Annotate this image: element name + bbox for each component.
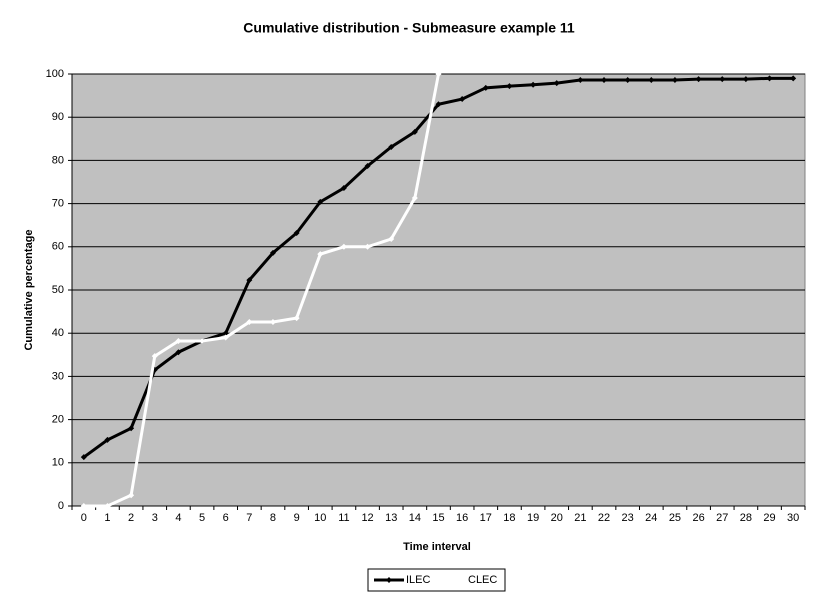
x-tick-label: 8 (270, 512, 276, 524)
data-point (671, 77, 678, 84)
x-tick-label: 20 (551, 512, 563, 524)
x-tick-label: 6 (223, 512, 229, 524)
data-point (199, 337, 206, 344)
data-point (340, 243, 347, 250)
y-tick-label: 80 (52, 154, 64, 166)
data-point (742, 76, 749, 83)
x-tick-label: 16 (456, 512, 468, 524)
data-point (388, 144, 395, 151)
y-axis-label: Cumulative percentage (23, 229, 35, 350)
data-point (506, 83, 513, 90)
x-tick-label: 5 (199, 512, 205, 524)
data-point (246, 277, 253, 284)
y-tick-label: 60 (52, 241, 64, 253)
y-tick-label: 50 (52, 284, 64, 296)
data-point (695, 76, 702, 83)
data-point (222, 330, 229, 337)
data-point (151, 353, 158, 360)
data-point (411, 194, 418, 201)
data-point (246, 318, 253, 325)
x-tick-label: 13 (385, 512, 397, 524)
x-tick-label: 3 (152, 512, 158, 524)
x-tick-label: 29 (763, 512, 775, 524)
x-tick-label: 9 (294, 512, 300, 524)
x-tick-label: 10 (314, 512, 326, 524)
data-point (104, 503, 111, 509)
data-point (388, 236, 395, 243)
y-tick-label: 70 (52, 198, 64, 210)
y-tick-label: 90 (52, 111, 64, 123)
y-tick-label: 100 (46, 68, 64, 80)
data-point (601, 77, 608, 84)
data-point (317, 198, 324, 205)
data-point (175, 349, 182, 356)
data-point (364, 243, 371, 250)
x-tick-label: 21 (574, 512, 586, 524)
legend-marker (448, 577, 454, 583)
chart-title: Cumulative distribution - Submeasure exa… (243, 20, 575, 36)
data-point (530, 81, 537, 88)
data-point (364, 163, 371, 170)
data-point (482, 84, 489, 91)
data-point (293, 229, 300, 236)
data-point (435, 71, 442, 77)
x-tick-label: 24 (645, 512, 657, 524)
x-tick-label: 19 (527, 512, 539, 524)
x-tick-label: 4 (175, 512, 181, 524)
data-point (128, 492, 135, 499)
x-tick-label: 22 (598, 512, 610, 524)
data-point (128, 425, 135, 432)
data-point (648, 77, 655, 84)
x-tick-label: 26 (692, 512, 704, 524)
x-tick-label: 30 (787, 512, 799, 524)
y-tick-label: 20 (52, 414, 64, 426)
data-point (222, 334, 229, 341)
x-axis-label: Time interval (403, 541, 471, 553)
data-point (766, 75, 773, 82)
data-point (175, 337, 182, 344)
x-tick-label: 0 (81, 512, 87, 524)
data-point (624, 77, 631, 84)
data-point (340, 185, 347, 192)
data-point (577, 77, 584, 84)
legend-marker (386, 577, 392, 583)
data-point (293, 315, 300, 322)
legend-label: ILEC (406, 574, 431, 586)
data-point (104, 436, 111, 443)
x-tick-label: 2 (128, 512, 134, 524)
data-point (80, 503, 87, 509)
data-point (80, 454, 87, 461)
x-tick-label: 14 (409, 512, 421, 524)
data-point (790, 75, 797, 82)
data-point (317, 251, 324, 258)
y-tick-label: 40 (52, 327, 64, 339)
x-tick-label: 15 (432, 512, 444, 524)
y-tick-label: 0 (58, 500, 64, 512)
data-point (719, 76, 726, 83)
x-tick-label: 1 (104, 512, 110, 524)
x-tick-label: 28 (740, 512, 752, 524)
legend-label: CLEC (468, 574, 497, 586)
data-point (553, 80, 560, 87)
x-tick-label: 18 (503, 512, 515, 524)
y-tick-label: 10 (52, 457, 64, 469)
x-tick-label: 27 (716, 512, 728, 524)
y-tick-label: 30 (52, 370, 64, 382)
data-point (269, 249, 276, 256)
data-point (459, 96, 466, 103)
x-tick-label: 7 (246, 512, 252, 524)
x-tick-label: 23 (622, 512, 634, 524)
x-tick-label: 17 (480, 512, 492, 524)
x-tick-label: 11 (338, 512, 349, 524)
x-tick-label: 12 (361, 512, 373, 524)
series-line (83, 73, 440, 508)
data-point (269, 318, 276, 325)
x-tick-label: 25 (669, 512, 681, 524)
data-point (435, 101, 442, 108)
data-point (411, 128, 418, 135)
